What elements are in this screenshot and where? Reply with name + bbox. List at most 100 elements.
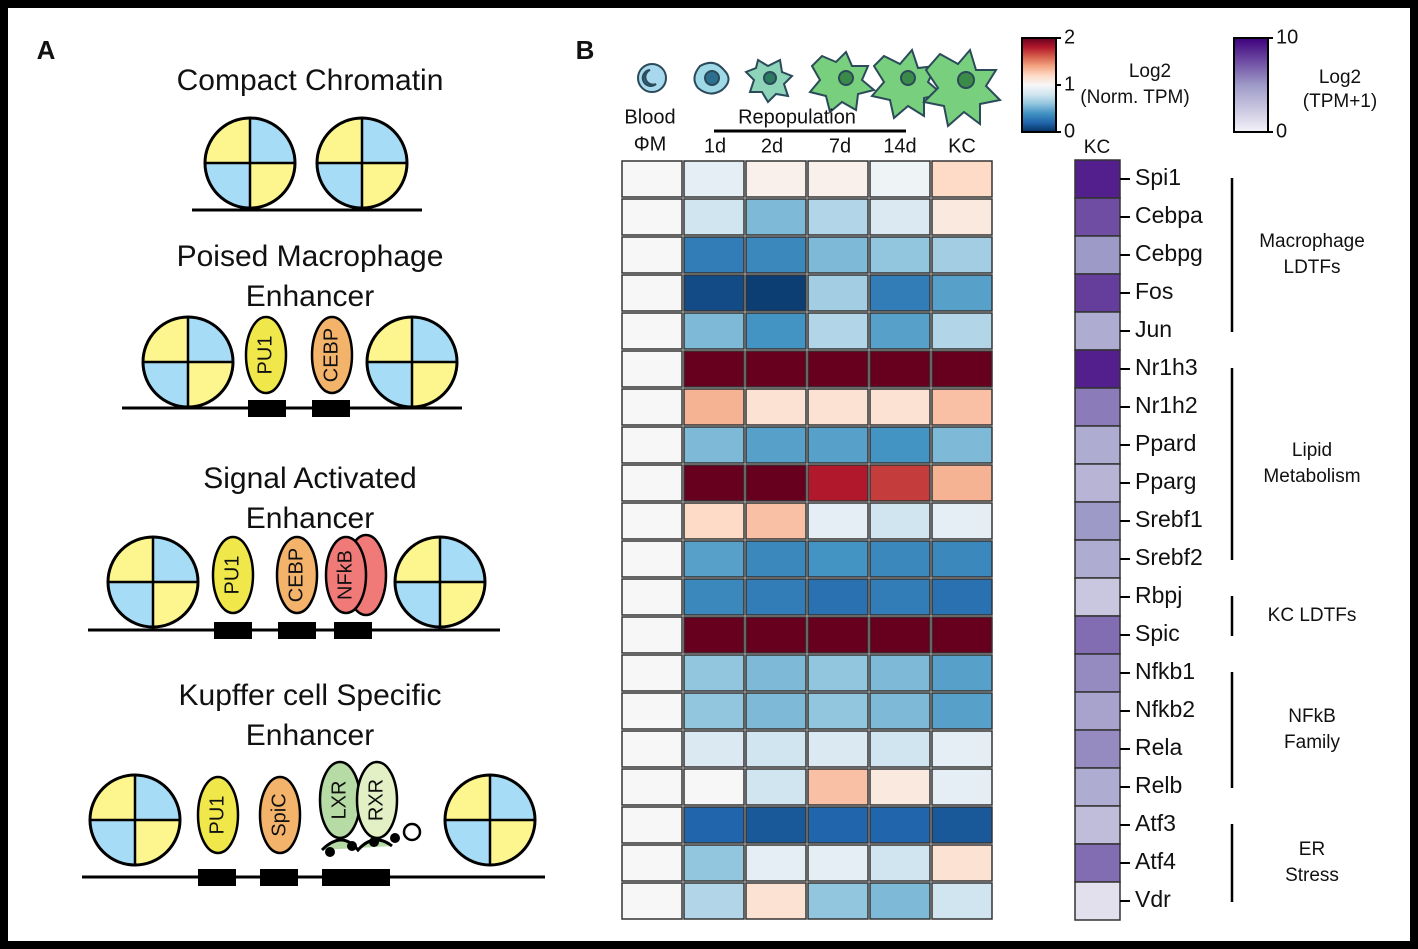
- nucleosome-quarter: [143, 362, 188, 407]
- group-label: Macrophage: [1259, 231, 1365, 252]
- nucleosome-quarter: [108, 582, 153, 627]
- heatmap-cell: [621, 502, 683, 540]
- kc-expression-cell: [1074, 311, 1121, 351]
- loop-node: [402, 822, 422, 842]
- colorbar-title: Log2: [1319, 67, 1361, 88]
- heatmap-cell: [621, 274, 683, 312]
- heatmap-cell: [621, 540, 683, 578]
- colorbar-tick-label: 10: [1276, 26, 1298, 48]
- heatmap-cell: [745, 388, 807, 426]
- dna-motif: [312, 400, 350, 417]
- kc-expression-cell: [1074, 387, 1121, 427]
- nucleosome: [365, 315, 459, 409]
- heatmap-cell: [807, 882, 869, 920]
- heatmap-cell: [807, 312, 869, 350]
- kc-expression-cell: [1074, 235, 1121, 275]
- state-title: Enhancer: [246, 502, 374, 535]
- group-label: Family: [1284, 732, 1340, 753]
- heatmap-cell: [931, 540, 993, 578]
- heatmap-cell: [745, 274, 807, 312]
- heatmap-cell: [745, 882, 807, 920]
- nucleosome-quarter: [445, 820, 490, 865]
- heatmap-cell: [745, 578, 807, 616]
- gene-label: Pparg: [1135, 468, 1196, 494]
- heatmap-cell: [745, 654, 807, 692]
- heatmap-cell: [683, 578, 745, 616]
- nucleosome-quarter: [153, 582, 198, 627]
- factor-label: PU1: [221, 556, 243, 595]
- panel-a: Compact Chromatin Poised Macrophage Enhanc…: [82, 64, 545, 886]
- heatmap-cell: [807, 388, 869, 426]
- nucleosome-quarter: [135, 775, 180, 820]
- heatmap-cell: [807, 464, 869, 502]
- heatmap-cell: [869, 274, 931, 312]
- state-title: Kupffer cell Specific: [179, 679, 442, 712]
- heatmap-cell: [807, 540, 869, 578]
- loop-node: [325, 847, 335, 857]
- heatmap-cell: [745, 464, 807, 502]
- transcription-factor: [310, 315, 354, 395]
- colorbar: [1233, 37, 1269, 133]
- heatmap-cell: [683, 616, 745, 654]
- heatmap-cell: [683, 274, 745, 312]
- nucleosome-quarter: [362, 163, 407, 208]
- transcription-factor: [196, 775, 240, 855]
- heatmap-cell: [621, 236, 683, 274]
- heatmap-cell: [931, 692, 993, 730]
- dna-motif: [260, 869, 298, 886]
- heatmap-cell: [931, 160, 993, 198]
- nucleosome-quarter: [440, 582, 485, 627]
- nucleosome-quarter: [317, 163, 362, 208]
- heatmap-cell: [683, 388, 745, 426]
- gene-label: Atf3: [1135, 810, 1176, 836]
- column-label: ΦM: [634, 133, 667, 155]
- nucleosome-quarter: [205, 163, 250, 208]
- nucleosome-quarter: [188, 362, 233, 407]
- heatmap-cell: [869, 882, 931, 920]
- nucleosome-quarter: [153, 537, 198, 582]
- heatmap-cell: [621, 730, 683, 768]
- factor-label: RXR: [365, 779, 387, 821]
- factor-label: SpiC: [268, 793, 290, 836]
- gene-label: Cebpa: [1135, 202, 1203, 228]
- heatmap-cell: [745, 198, 807, 236]
- colorbar: [1021, 37, 1057, 133]
- nucleosome-quarter: [490, 775, 535, 820]
- heatmap-cell: [869, 540, 931, 578]
- kc-expression-cell: [1074, 159, 1121, 199]
- heatmap-cell: [931, 236, 993, 274]
- heatmap-cell: [931, 654, 993, 692]
- state-title: Signal Activated: [203, 462, 416, 495]
- colorbar-title: Log2: [1129, 61, 1171, 82]
- gene-label: Atf4: [1135, 848, 1176, 874]
- colorbar-tick-label: 2: [1064, 26, 1075, 48]
- heatmap-cell: [683, 882, 745, 920]
- heatmap-cell: [807, 844, 869, 882]
- heatmap-cell: [869, 654, 931, 692]
- heatmap-cell: [931, 844, 993, 882]
- nucleosome: [88, 773, 182, 867]
- heatmap-cell: [745, 426, 807, 464]
- nucleosome: [393, 535, 487, 629]
- heatmap-cell: [931, 768, 993, 806]
- heatmap-cell: [869, 692, 931, 730]
- kc-expression-cell: [1074, 843, 1121, 883]
- heatmap-cell: [869, 426, 931, 464]
- kc-expression-cell: [1074, 615, 1121, 655]
- heatmap-cell: [745, 312, 807, 350]
- nucleosome: [203, 116, 297, 210]
- heatmap-cell: [621, 426, 683, 464]
- gene-label: Spic: [1135, 620, 1180, 646]
- nucleosome-quarter: [412, 362, 457, 407]
- gene-label: Nr1h2: [1135, 392, 1198, 418]
- gene-label: Rbpj: [1135, 582, 1182, 608]
- nucleosome-quarter: [490, 820, 535, 865]
- group-label: ER: [1299, 839, 1325, 860]
- heatmap-cell: [931, 464, 993, 502]
- nucleosome-quarter: [445, 775, 490, 820]
- column-label: 1d: [704, 135, 726, 157]
- heatmap-cell: [869, 844, 931, 882]
- group-label: Metabolism: [1263, 466, 1360, 487]
- nucleosome-quarter: [250, 163, 295, 208]
- kc-expression-cell: [1074, 881, 1121, 921]
